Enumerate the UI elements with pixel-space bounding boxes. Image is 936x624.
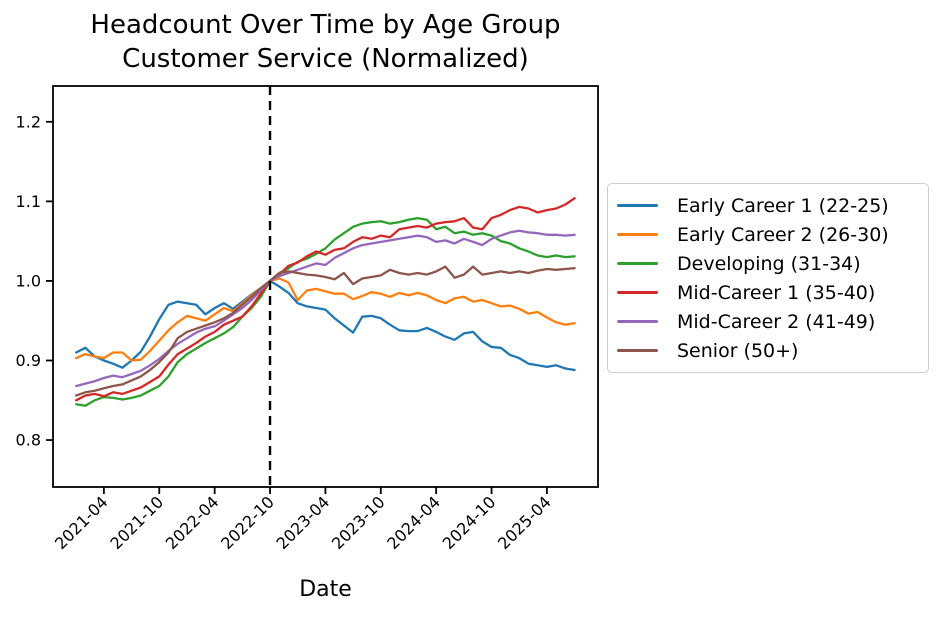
y-tick-label: 0.8 — [16, 431, 41, 450]
legend-item-early-career-2-26-30: Early Career 2 (26-30) — [617, 220, 922, 249]
x-tick-label: 2021-10 — [106, 492, 167, 553]
legend-line-swatch — [617, 262, 658, 265]
x-tick-label: 2024-04 — [383, 492, 444, 553]
axis-ticks — [46, 120, 548, 494]
x-tick-label: 2022-10 — [217, 492, 278, 553]
legend-item-early-career-1-22-25: Early Career 1 (22-25) — [617, 191, 922, 220]
legend-label: Mid-Career 1 (35-40) — [677, 281, 876, 304]
legend-line-swatch — [617, 204, 658, 207]
x-tick-label: 2021-04 — [51, 492, 112, 553]
series-line-mid-career-1-35-40 — [75, 197, 576, 402]
legend-line-swatch — [617, 233, 658, 236]
legend-item-senior-50: Senior (50+) — [617, 336, 922, 365]
chart-title-line2: Customer Service (Normalized) — [122, 44, 529, 74]
legend-line-swatch — [617, 291, 658, 294]
legend-item-mid-career-2-41-49: Mid-Career 2 (41-49) — [617, 307, 922, 336]
y-tick-label: 1.0 — [16, 271, 41, 290]
series-line-mid-career-2-41-49 — [75, 229, 576, 388]
legend-item-mid-career-1-35-40: Mid-Career 1 (35-40) — [617, 278, 922, 307]
legend-label: Early Career 1 (22-25) — [677, 194, 889, 217]
legend-label: Senior (50+) — [677, 339, 799, 362]
x-tick-label: 2025-04 — [494, 492, 555, 553]
x-tick-label: 2024-10 — [439, 492, 500, 553]
legend: Early Career 1 (22-25) Early Career 2 (26… — [607, 183, 929, 373]
series-lines — [75, 197, 576, 407]
chart-title-line1: Headcount Over Time by Age Group — [90, 10, 561, 40]
legend-line-swatch — [617, 320, 658, 323]
y-tick-label: 1.1 — [16, 192, 41, 211]
y-tick-label: 0.9 — [16, 351, 41, 370]
x-tick-label: 2022-04 — [162, 492, 223, 553]
series-line-developing-31-34 — [75, 216, 576, 407]
x-tick-label: 2023-10 — [328, 492, 389, 553]
plot-frame — [52, 85, 599, 488]
legend-line-swatch — [617, 349, 658, 352]
legend-label: Mid-Career 2 (41-49) — [677, 310, 876, 333]
legend-label: Early Career 2 (26-30) — [677, 223, 889, 246]
chart-title: Headcount Over Time by Age Group Custome… — [53, 8, 598, 76]
legend-item-developing-31-34: Developing (31-34) — [617, 249, 922, 278]
x-tick-label: 2023-04 — [273, 492, 334, 553]
y-tick-label: 1.2 — [16, 112, 41, 131]
series-line-early-career-1-22-25 — [75, 279, 576, 372]
series-line-senior-50 — [75, 265, 576, 397]
legend-label: Developing (31-34) — [677, 252, 861, 275]
x-axis-label: Date — [299, 577, 352, 602]
series-line-early-career-2-26-30 — [75, 277, 576, 362]
